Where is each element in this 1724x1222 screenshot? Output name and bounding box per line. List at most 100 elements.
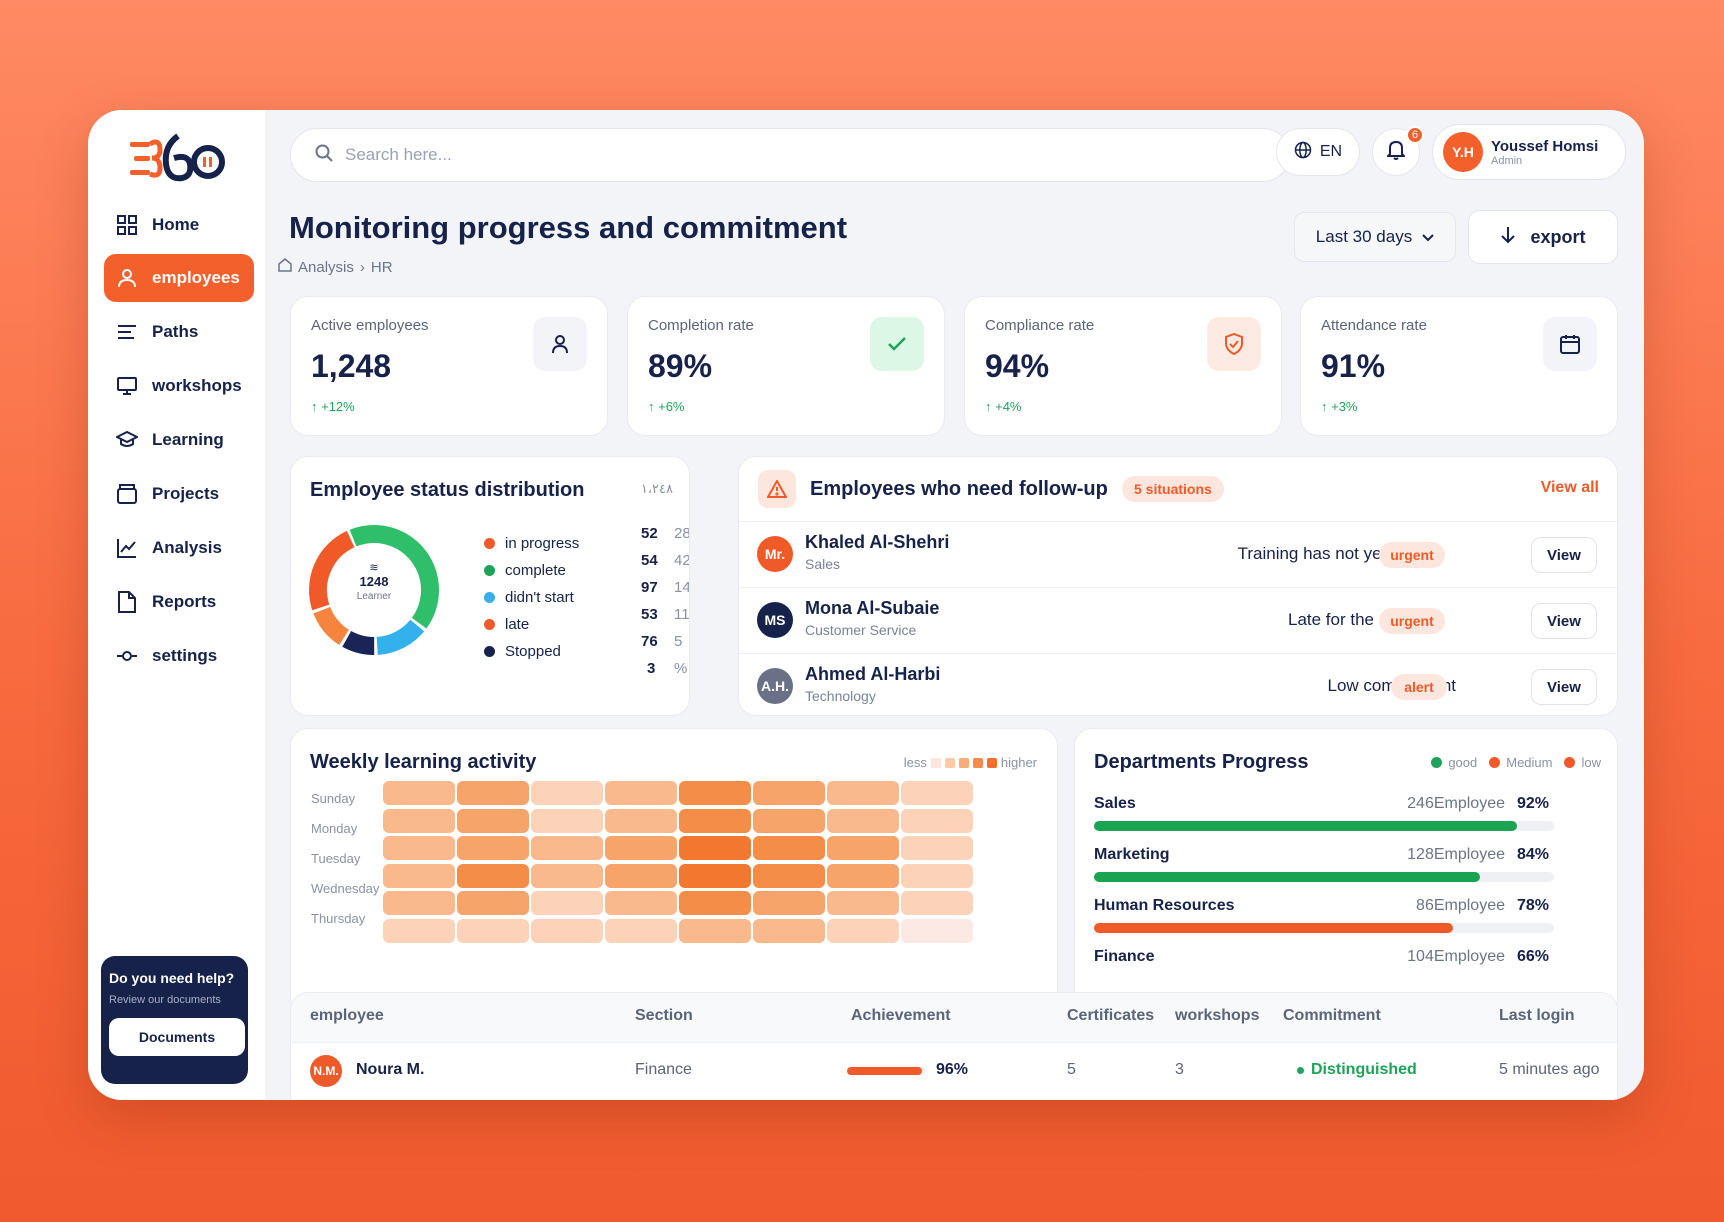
heatmap-cell[interactable]	[827, 808, 899, 833]
brand-logo	[130, 133, 225, 182]
breadcrumb-item[interactable]: HR	[370, 258, 393, 276]
heatmap-cell[interactable]	[383, 781, 455, 805]
heatmap-cell[interactable]	[679, 781, 751, 805]
heatmap-cell[interactable]	[679, 836, 751, 860]
legend-item: didn't start	[484, 589, 574, 606]
user-name: Youssef Homsi	[1491, 137, 1599, 155]
heatmap-cell[interactable]	[753, 836, 825, 860]
heatmap-cell[interactable]	[901, 918, 973, 943]
search-bar[interactable]	[290, 128, 1290, 182]
sidebar-item-analysis[interactable]: Analysis	[104, 524, 254, 572]
sidebar-item-learning[interactable]: Learning	[104, 416, 254, 464]
column-header[interactable]: workshops	[1175, 1007, 1260, 1024]
heatmap-cell[interactable]	[457, 808, 529, 833]
documents-button[interactable]: Documents	[109, 1018, 245, 1056]
heatmap-cell[interactable]	[383, 808, 455, 833]
heatmap-cell[interactable]	[457, 918, 529, 943]
heatmap-cell[interactable]	[901, 781, 973, 805]
heatmap-cell[interactable]	[531, 836, 603, 860]
table-row[interactable]: N.M. Noura M. Finance 96% 5 3 Distinguis…	[291, 1043, 1617, 1099]
sidebar-item-home[interactable]: Home	[104, 201, 254, 249]
department-percent: 84%	[1517, 846, 1550, 863]
user-menu[interactable]: Y.H Youssef Homsi Admin	[1432, 124, 1626, 180]
legend-dot	[484, 565, 495, 576]
heatmap-cell[interactable]	[827, 918, 899, 943]
view-button[interactable]: View	[1531, 537, 1597, 573]
heatmap-cell[interactable]	[531, 863, 603, 888]
heatmap-cell[interactable]	[531, 891, 603, 915]
heatmap-cell[interactable]	[901, 863, 973, 888]
heatmap-cell[interactable]	[605, 863, 677, 888]
heatmap-cell[interactable]	[679, 863, 751, 888]
priority-tag: urgent	[1379, 608, 1445, 634]
commitment-cell: Distinguished	[1311, 1061, 1417, 1078]
heatmap-cell[interactable]	[827, 891, 899, 915]
heatmap-cell[interactable]	[531, 918, 603, 943]
search-input[interactable]	[345, 145, 1245, 165]
heatmap-cell[interactable]	[383, 891, 455, 915]
heatmap-cell[interactable]	[753, 918, 825, 943]
department-name: Marketing	[1094, 846, 1170, 863]
heatmap-cell[interactable]	[753, 808, 825, 833]
view-button[interactable]: View	[1531, 603, 1597, 639]
heatmap-cell[interactable]	[531, 781, 603, 805]
legend-higher: higher	[1000, 755, 1037, 770]
heatmap-cell[interactable]	[605, 891, 677, 915]
heatmap-cell[interactable]	[605, 808, 677, 833]
heatmap-cell[interactable]	[901, 808, 973, 833]
avatar: Mr.	[757, 536, 793, 572]
heatmap-cell[interactable]	[753, 863, 825, 888]
department-count: 128Employee	[1407, 846, 1505, 863]
home-icon	[278, 258, 292, 276]
column-header[interactable]: employee	[310, 1007, 384, 1024]
heatmap-cell[interactable]	[901, 836, 973, 860]
date-range-value: Last 30 days	[1315, 227, 1413, 246]
sidebar-item-workshops[interactable]: workshops	[104, 362, 254, 410]
legend-count: 76	[641, 633, 658, 650]
sidebar-item-reports[interactable]: Reports	[104, 578, 254, 626]
priority-tag: urgent	[1379, 542, 1445, 568]
legend-swatch	[944, 757, 955, 768]
heatmap-cell[interactable]	[679, 808, 751, 833]
sidebar-item-paths[interactable]: Paths	[104, 308, 254, 356]
heatmap-cell[interactable]	[457, 863, 529, 888]
heatmap-cell[interactable]	[531, 808, 603, 833]
shield-icon	[1207, 317, 1261, 371]
heatmap-cell[interactable]	[827, 836, 899, 860]
heatmap-cell[interactable]	[753, 891, 825, 915]
sidebar-item-label: Analysis	[152, 538, 222, 557]
heatmap-cell[interactable]	[457, 836, 529, 860]
column-header[interactable]: Section	[635, 1007, 693, 1024]
heatmap-cell[interactable]	[457, 781, 529, 805]
stat-value: 1,248	[311, 348, 392, 384]
breadcrumb-item[interactable]: Analysis	[298, 258, 354, 276]
column-header[interactable]: Commitment	[1283, 1007, 1381, 1024]
column-header[interactable]: Achievement	[851, 1007, 951, 1024]
bell-icon	[1385, 140, 1407, 165]
heatmap-cell[interactable]	[827, 863, 899, 888]
heatmap-cell[interactable]	[827, 781, 899, 805]
view-all-link[interactable]: View all	[1540, 479, 1599, 496]
column-header[interactable]: Last login	[1499, 1007, 1575, 1024]
sidebar-item-projects[interactable]: Projects	[104, 470, 254, 518]
heatmap-cell[interactable]	[605, 836, 677, 860]
view-button[interactable]: View	[1531, 669, 1597, 705]
language-button[interactable]: EN	[1276, 128, 1360, 176]
heatmap-cell[interactable]	[383, 836, 455, 860]
heatmap-cell[interactable]	[605, 918, 677, 943]
heatmap-cell[interactable]	[753, 781, 825, 805]
heatmap-cell[interactable]	[901, 891, 973, 915]
heatmap-cell[interactable]	[679, 891, 751, 915]
heatmap-cell[interactable]	[605, 781, 677, 805]
heatmap-cell[interactable]	[383, 863, 455, 888]
sidebar-item-employees[interactable]: employees	[104, 254, 254, 302]
date-range-select[interactable]: Last 30 days	[1294, 212, 1456, 262]
heatmap-cell[interactable]	[457, 891, 529, 915]
priority-tag: alert	[1391, 674, 1447, 700]
sidebar-item-settings[interactable]: settings	[104, 632, 254, 680]
heatmap-cell[interactable]	[383, 918, 455, 943]
column-header[interactable]: Certificates	[1067, 1007, 1155, 1024]
heatmap-cell[interactable]	[679, 918, 751, 943]
export-button[interactable]: export	[1468, 210, 1618, 264]
donut-center-value: 1248	[359, 574, 389, 589]
